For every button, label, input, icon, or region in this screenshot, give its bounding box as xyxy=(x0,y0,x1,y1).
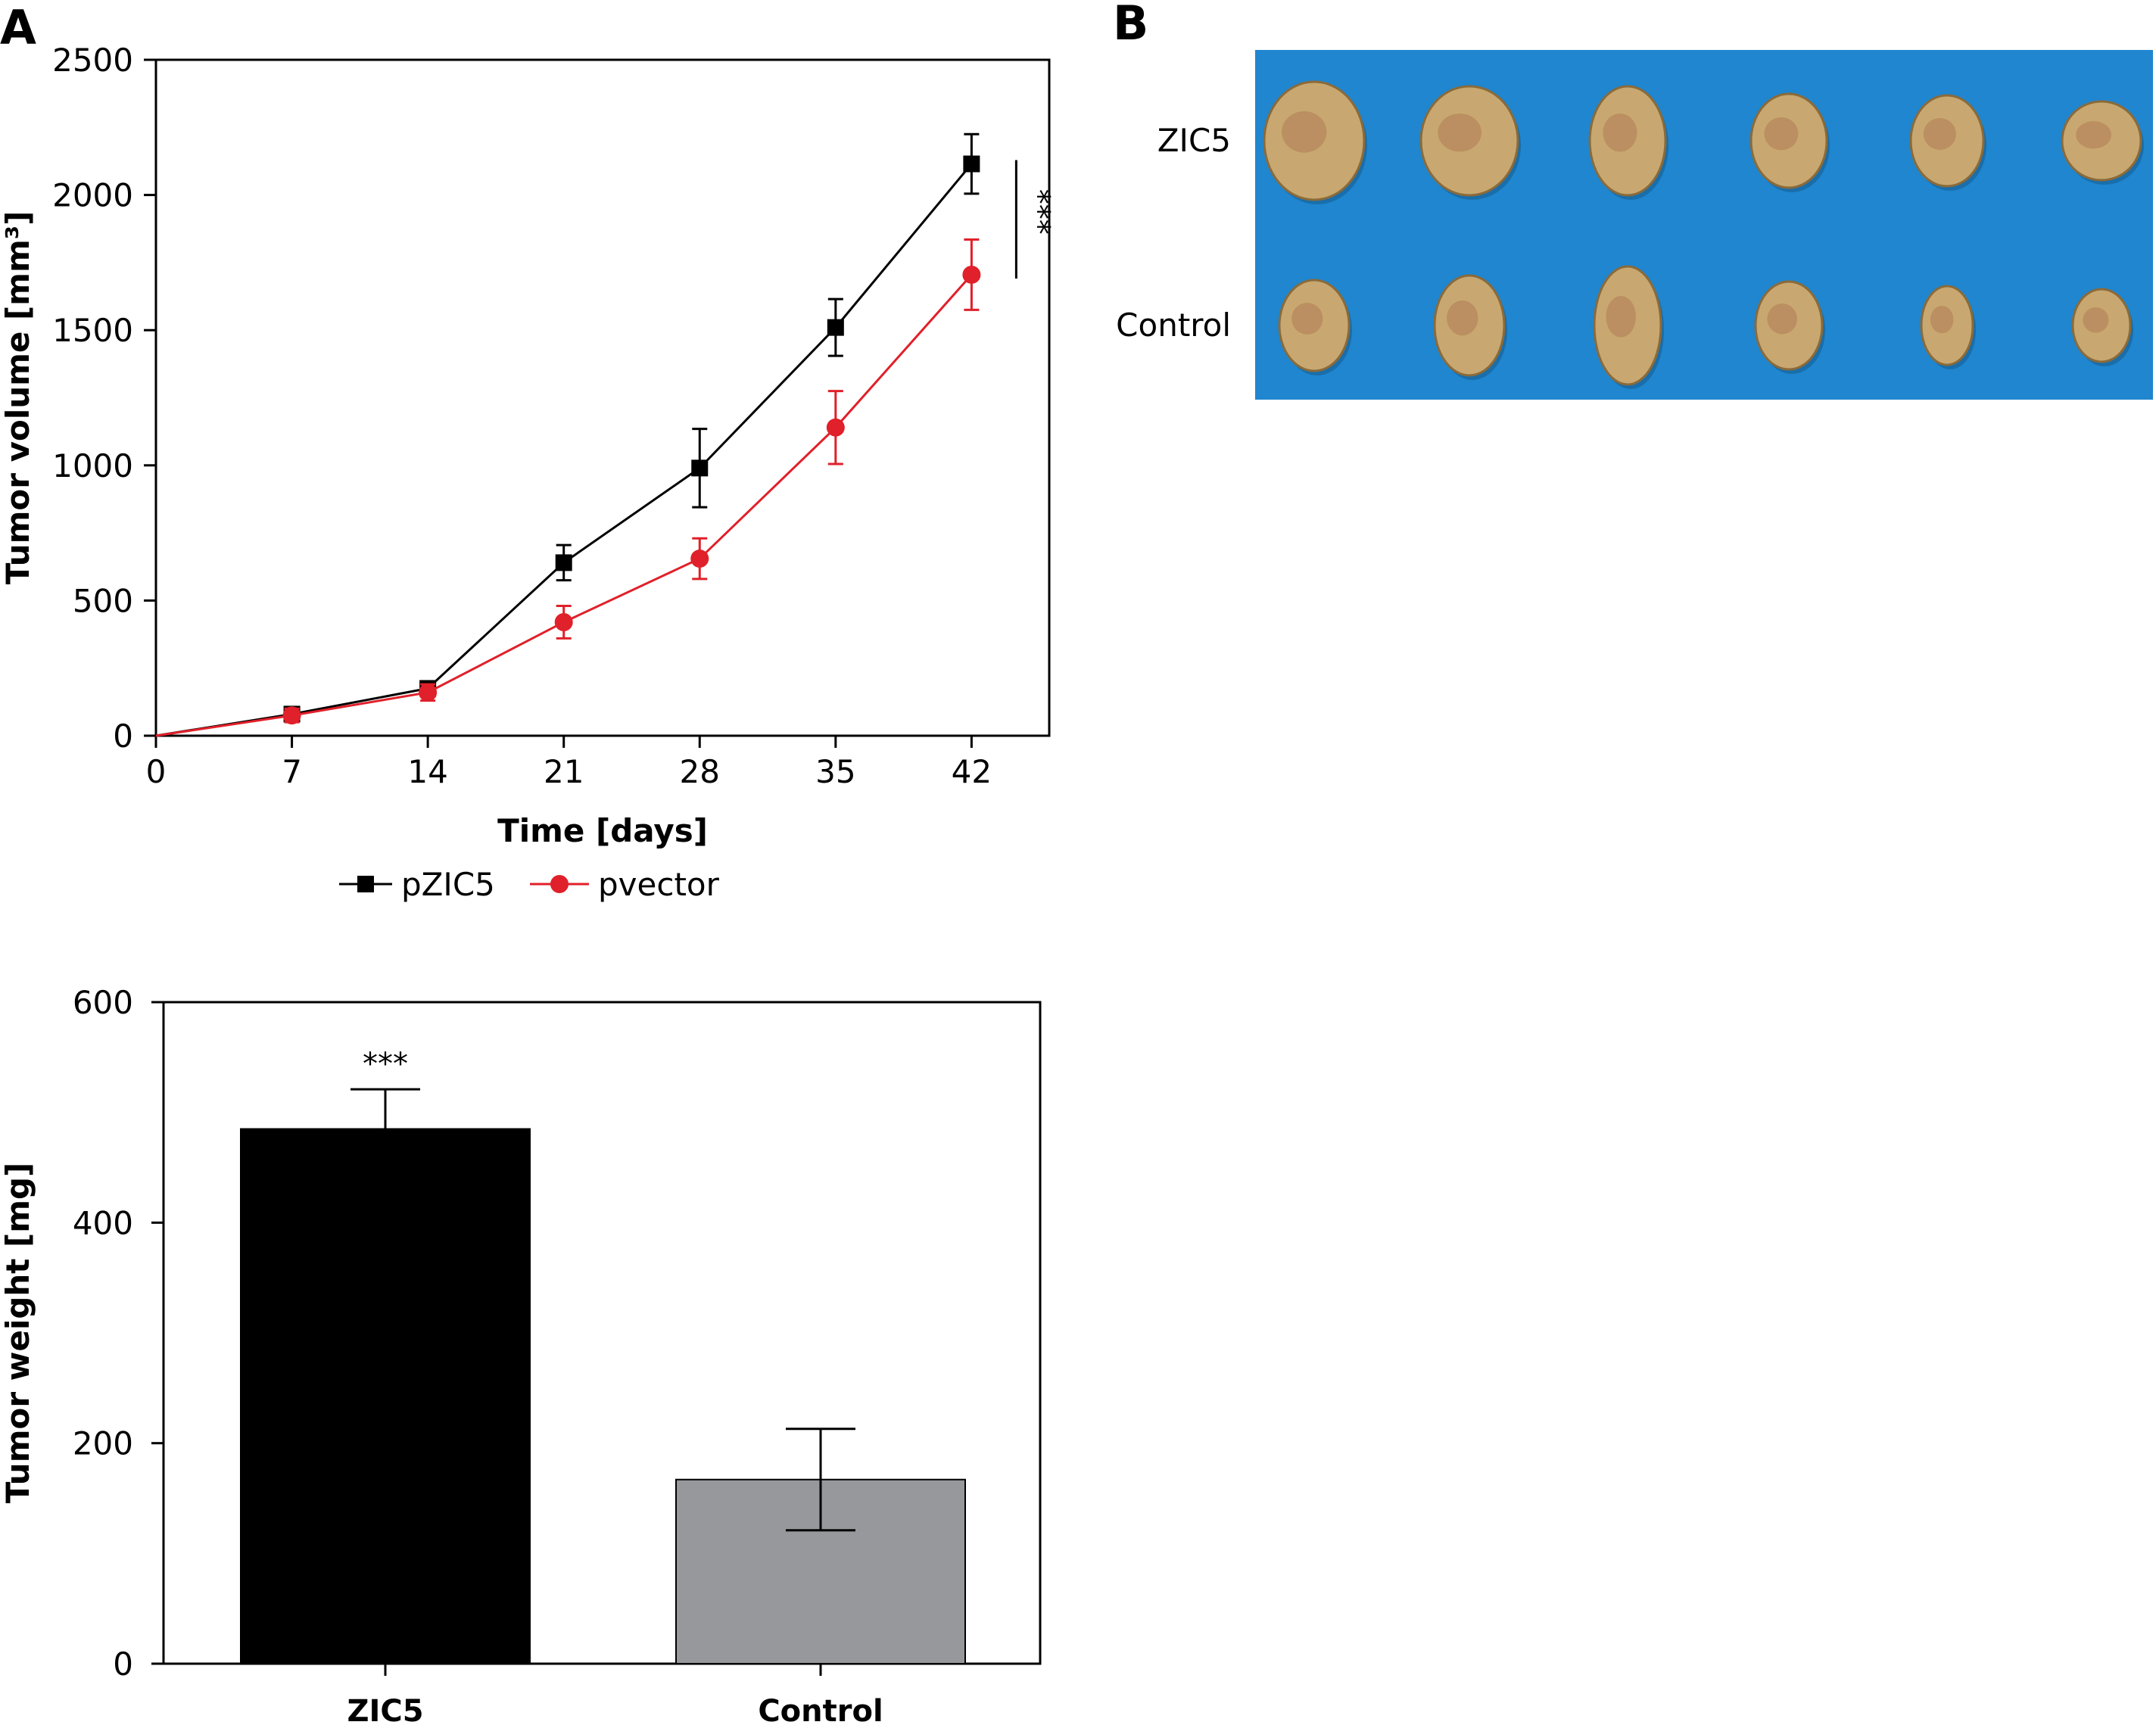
y-tick-label: 1000 xyxy=(52,447,133,484)
series-line xyxy=(155,163,973,737)
line-chart-significance-label: *** xyxy=(1020,189,1055,235)
bar-chart-bars-group: ZIC5 Control xyxy=(240,1088,966,1725)
data-point xyxy=(690,550,709,568)
x-tick-label: 21 xyxy=(544,753,584,790)
data-point xyxy=(419,683,438,702)
panel-label-a: A xyxy=(0,0,36,55)
bar-chart-significance-label: *** xyxy=(363,1047,408,1082)
data-point xyxy=(963,155,980,173)
tumor-highlight xyxy=(1930,306,1954,334)
x-category-label: Control xyxy=(758,1694,883,1725)
data-point xyxy=(282,706,301,725)
tumor-highlight xyxy=(1438,114,1481,152)
series-line xyxy=(155,273,973,737)
data-point xyxy=(554,612,573,631)
x-category-label: ZIC5 xyxy=(347,1694,423,1725)
tumor-highlight xyxy=(2076,121,2112,149)
x-tick-label: 7 xyxy=(282,753,302,790)
line-chart-y-axis-title: Tumor volume [mm³] xyxy=(0,211,36,585)
tumor-photo-panel: ZIC5 Control xyxy=(1116,50,2153,400)
tumor-highlight xyxy=(1923,118,1956,150)
x-tick-label: 0 xyxy=(146,753,167,790)
y-tick-label: 2000 xyxy=(52,177,133,214)
data-point xyxy=(827,319,844,336)
y-tick-label: 500 xyxy=(73,582,133,619)
tumor-weight-bar-chart: 0 200 400 600 ZIC5 Control Tumor weight [mg]… xyxy=(0,984,1042,1725)
y-tick-label: 0 xyxy=(113,1646,133,1683)
line-chart-plot-frame xyxy=(154,58,1051,737)
legend-pvector-label: pvector xyxy=(598,866,720,903)
panel-label-b: B xyxy=(1113,0,1148,51)
photo-row-label-control: Control xyxy=(1116,307,1231,344)
bar-chart-y-axis-title: Tumor weight [mg] xyxy=(0,1163,36,1503)
x-tick-label: 35 xyxy=(815,753,855,790)
tumor-highlight xyxy=(1606,296,1636,338)
photo-row-label-zic5: ZIC5 xyxy=(1157,122,1231,159)
x-tick-label: 28 xyxy=(680,753,720,790)
photo-tumors-group xyxy=(1263,80,2144,389)
y-tick-label: 1500 xyxy=(52,312,133,349)
y-tick-label: 0 xyxy=(113,718,133,755)
data-point xyxy=(691,459,709,477)
x-tick-label: 14 xyxy=(407,753,447,790)
y-tick-label: 200 xyxy=(73,1425,133,1462)
tumor-highlight xyxy=(1764,117,1799,151)
y-tick-label: 400 xyxy=(73,1204,133,1241)
legend-pzic5-marker xyxy=(357,876,374,892)
y-tick-label: 2500 xyxy=(52,42,133,79)
x-tick-label: 42 xyxy=(952,753,992,790)
data-point xyxy=(826,418,845,437)
tumor-highlight xyxy=(1603,114,1637,152)
line-chart-series-group xyxy=(155,132,981,737)
bar-chart-plot-frame xyxy=(162,1001,1042,1665)
bar-chart-y-axis: 0 200 400 600 xyxy=(73,984,164,1683)
tumor-volume-line-chart: 0 500 1000 1500 2000 2500 0 7 14 21 28 35 42 *** Ti… xyxy=(0,42,1055,903)
line-chart-legend: pZIC5 pvector xyxy=(339,866,720,903)
tumor-highlight xyxy=(1767,304,1797,335)
tumor-highlight xyxy=(2083,307,2109,333)
tumor-highlight xyxy=(1291,303,1323,335)
tumor-highlight xyxy=(1282,111,1327,153)
series-pvector xyxy=(155,238,981,737)
line-chart-x-axis-title: Time [days] xyxy=(497,812,708,849)
series-pzic5 xyxy=(155,132,980,737)
legend-pvector-marker xyxy=(550,875,569,893)
legend-pzic5-label: pZIC5 xyxy=(401,866,495,903)
y-tick-label: 600 xyxy=(73,984,133,1021)
line-chart-y-axis: 0 500 1000 1500 2000 2500 xyxy=(52,42,156,755)
data-point xyxy=(555,554,572,571)
tumor-highlight xyxy=(1447,300,1478,336)
bar-zic5 xyxy=(240,1128,531,1665)
photo-blue-background xyxy=(1255,50,2153,400)
line-chart-x-axis: 0 7 14 21 28 35 42 xyxy=(146,736,992,790)
data-point xyxy=(962,265,981,284)
